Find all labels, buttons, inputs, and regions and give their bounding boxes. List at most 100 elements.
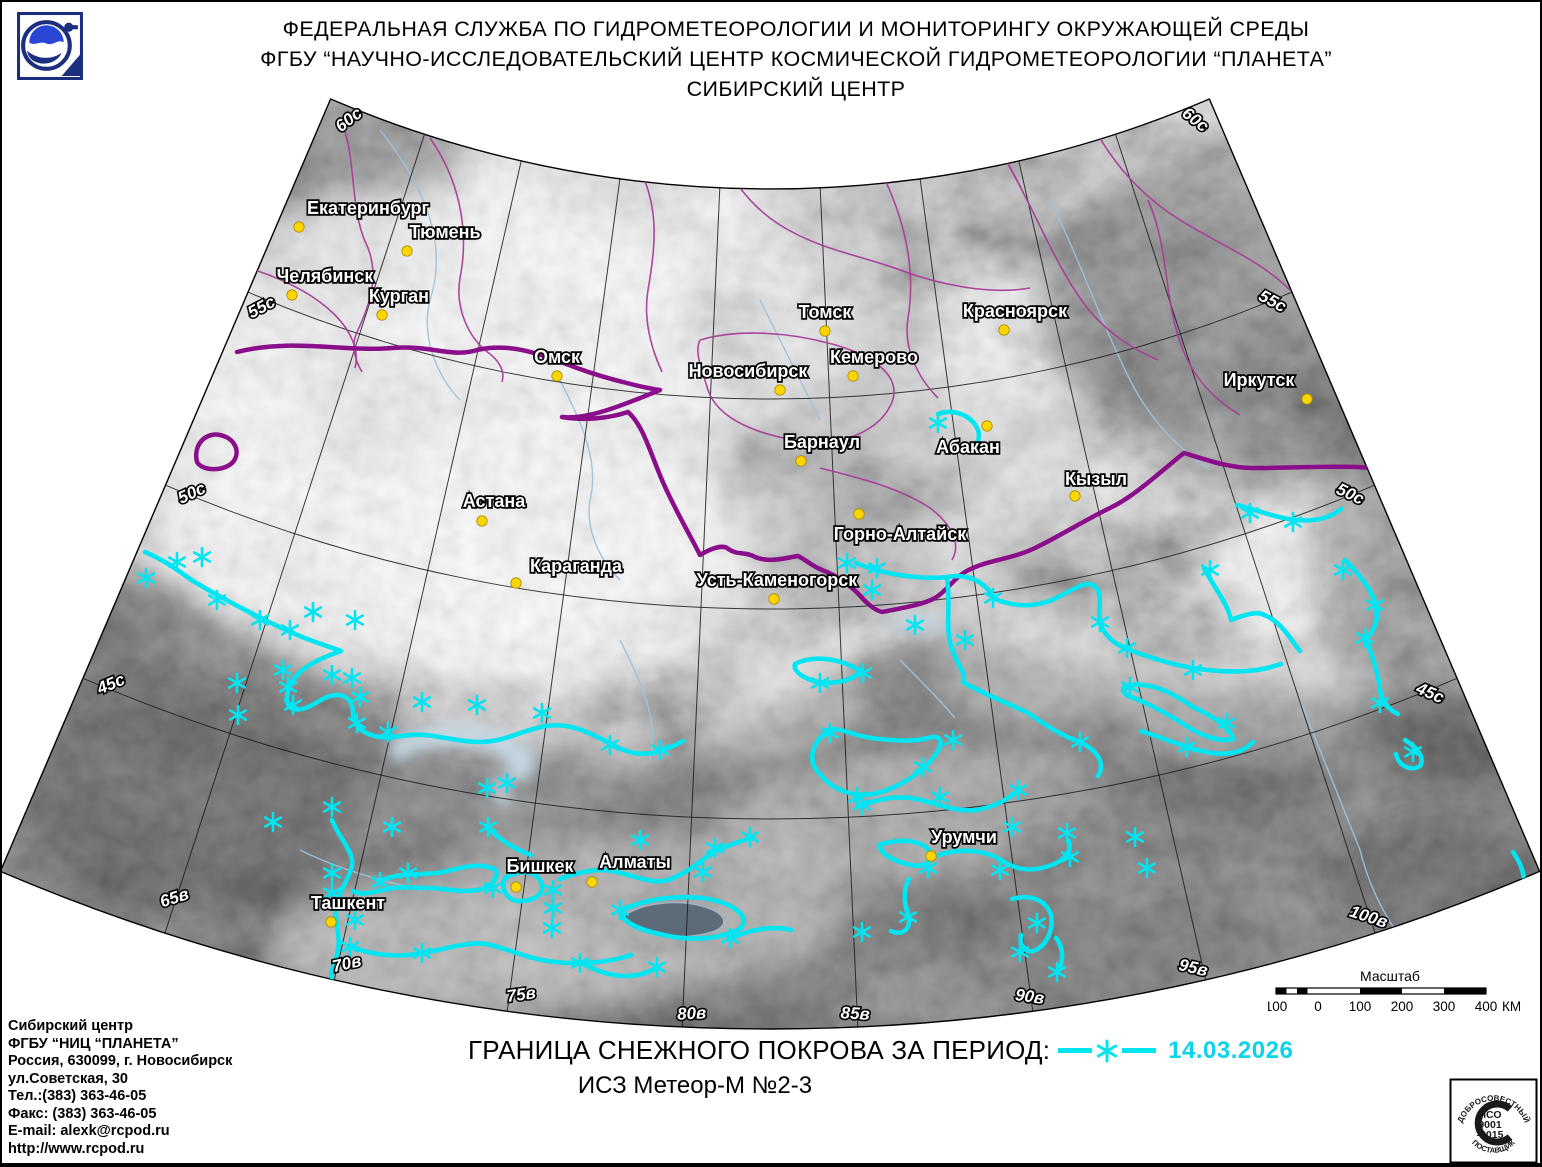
snowflake-icon bbox=[283, 694, 303, 716]
graticule bbox=[82, 134, 1458, 1028]
snowflake-icon bbox=[1403, 741, 1423, 763]
snow-boundary-date: 14.03.2026 bbox=[1168, 1036, 1294, 1064]
snowflake-icon bbox=[943, 729, 963, 751]
snowflake-icon bbox=[398, 862, 418, 884]
snow-boundary-line bbox=[329, 817, 355, 981]
snowflake-icon bbox=[820, 722, 840, 744]
svg-text:ИСО: ИСО bbox=[1478, 1109, 1501, 1121]
city-marker: Екатеринбург bbox=[293, 196, 431, 233]
snowflake-icon bbox=[1283, 511, 1303, 533]
snowflake-icon bbox=[322, 796, 342, 818]
snowflake-icon bbox=[192, 546, 212, 568]
snow-boundary-line bbox=[858, 787, 1022, 813]
snowflake-icon bbox=[345, 909, 365, 931]
contact-line: Факс: (383) 363-46-05 bbox=[8, 1105, 157, 1122]
snowflake-icon bbox=[322, 664, 342, 686]
city-dot bbox=[925, 850, 937, 862]
snowflake-icon bbox=[905, 614, 925, 636]
snowflake-icon bbox=[1120, 676, 1140, 698]
snowflake-icon bbox=[280, 619, 300, 641]
snowflake-icon bbox=[1002, 816, 1022, 838]
snowflake-icon bbox=[1047, 961, 1067, 983]
scale-tick: 100 bbox=[1268, 999, 1287, 1014]
svg-text:9001: 9001 bbox=[1478, 1119, 1502, 1131]
header-line-2: ФГБУ “НАУЧНО-ИССЛЕДОВАТЕЛЬСКИЙ ЦЕНТР КОС… bbox=[260, 47, 1332, 71]
snowflake-icon bbox=[467, 694, 487, 716]
snowflake-icon bbox=[542, 917, 562, 939]
city-label: Иркутск bbox=[1224, 370, 1296, 390]
snowflake-icon bbox=[693, 861, 713, 883]
city-dot bbox=[1069, 490, 1081, 502]
city-marker: Горно-Алтайск bbox=[832, 508, 969, 546]
snowflake-icon bbox=[570, 952, 590, 974]
city-marker: Урумчи bbox=[925, 825, 999, 862]
city-label: Кызыл bbox=[1065, 469, 1127, 489]
snowflake-icon bbox=[898, 906, 918, 928]
snowflake-icon bbox=[483, 877, 503, 899]
snowflake-icon bbox=[610, 899, 630, 921]
snowflake-icon bbox=[370, 871, 390, 893]
snowflake-icon bbox=[928, 412, 948, 434]
meridian-line bbox=[164, 134, 425, 934]
snowflake-icon bbox=[1010, 941, 1030, 963]
meridian-line bbox=[1018, 160, 1207, 981]
snowflake-icon bbox=[382, 816, 402, 838]
snowflake-icon bbox=[345, 609, 365, 631]
snow-boundary-line bbox=[501, 870, 545, 904]
snowflake-icon bbox=[322, 862, 342, 884]
scale-bar: Масштаб 100 0 100 200 300 400 КМ bbox=[1268, 968, 1521, 1014]
snowflake-icon bbox=[1217, 712, 1237, 734]
city-marker: Кемерово bbox=[828, 345, 920, 382]
snow-boundary-line bbox=[1201, 565, 1303, 654]
snowflake-icon bbox=[477, 777, 497, 799]
snowflake-symbols bbox=[136, 412, 1423, 983]
snowflake-icon bbox=[340, 936, 360, 958]
snowflake-icon bbox=[1333, 559, 1353, 581]
snowflake-icon bbox=[207, 589, 227, 611]
meridian-line bbox=[333, 160, 522, 981]
city-marker: Томск bbox=[797, 300, 854, 337]
snowflake-icon bbox=[1370, 692, 1390, 714]
city-marker: Челябинск bbox=[275, 264, 376, 301]
city-marker: Алматы bbox=[586, 850, 673, 888]
header: ФЕДЕРАЛЬНАЯ СЛУЖБА ПО ГИДРОМЕТЕОРОЛОГИИ … bbox=[110, 14, 1482, 104]
city-dot bbox=[586, 876, 598, 888]
snowflake-icon bbox=[837, 552, 857, 574]
snowflake-icon bbox=[303, 601, 323, 623]
snowflake-icon bbox=[532, 702, 552, 724]
snowflake-icon bbox=[1117, 637, 1137, 659]
parallel-line bbox=[165, 484, 1375, 610]
snow-boundary-line bbox=[1138, 728, 1256, 756]
snowflake-icon bbox=[1137, 857, 1157, 879]
snowflake-icon bbox=[273, 659, 293, 681]
snowflake-icon bbox=[478, 816, 498, 838]
city-dot bbox=[286, 289, 298, 301]
snowflake-icon bbox=[862, 579, 882, 601]
snowflake-icon bbox=[497, 772, 517, 794]
scale-unit: КМ bbox=[1502, 999, 1521, 1014]
snowflake-icon bbox=[322, 882, 342, 904]
city-label: Омск bbox=[534, 347, 581, 367]
city-marker: Усть-Каменогорск bbox=[695, 568, 860, 605]
snowflake-icon bbox=[650, 739, 670, 761]
city-marker: Новосибирск bbox=[687, 359, 810, 396]
city-label: Красноярск bbox=[963, 301, 1068, 321]
snowflake-icon bbox=[810, 672, 830, 694]
meridian-line bbox=[681, 187, 721, 1028]
city-dot bbox=[325, 916, 337, 928]
snowflake-icon bbox=[630, 829, 650, 851]
quality-mark-c bbox=[1474, 1100, 1513, 1146]
snowflake-icon bbox=[1177, 736, 1197, 758]
snowflake-icon bbox=[250, 609, 270, 631]
graticule-label: 75в bbox=[505, 983, 537, 1006]
contact-line: http://www.rcpod.ru bbox=[8, 1140, 145, 1157]
city-marker: Тюмень bbox=[401, 220, 482, 257]
snowflake-icon bbox=[720, 927, 740, 949]
snowflake-icon bbox=[1027, 912, 1047, 934]
graticule-label: 90в bbox=[1014, 985, 1046, 1008]
snowflake-icon bbox=[227, 672, 247, 694]
scale-tick: 0 bbox=[1314, 999, 1322, 1014]
contact-info: Сибирский центр ФГБУ “НИЦ “ПЛАНЕТА” Россия… bbox=[8, 1018, 232, 1158]
contact-line: ФГБУ “НИЦ “ПЛАНЕТА” bbox=[8, 1035, 179, 1052]
snow-boundary-line bbox=[1393, 737, 1424, 771]
